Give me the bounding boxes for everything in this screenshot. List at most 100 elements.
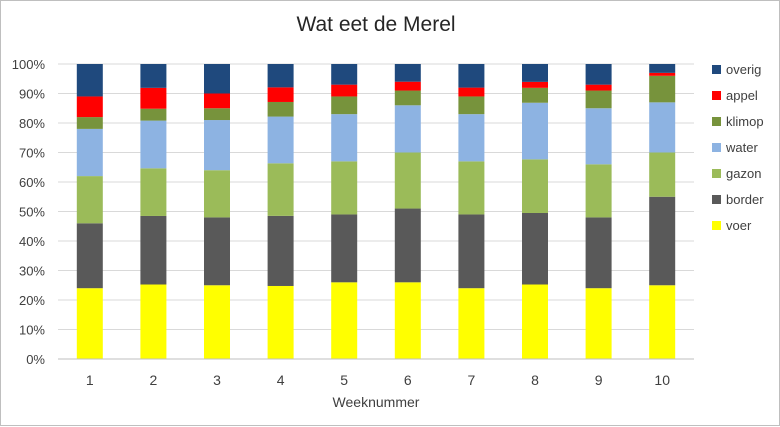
bar-segment-water: [522, 102, 548, 160]
bar-segment-voer: [267, 285, 294, 359]
x-tick-label: 10: [654, 372, 670, 388]
y-tick-label: 40%: [19, 234, 45, 249]
bar-segment-appel: [522, 81, 548, 88]
x-tick-label: 7: [468, 372, 476, 388]
bar-segment-voer: [649, 285, 676, 359]
bar-segment-klimop: [76, 117, 103, 129]
bar-segment-voer: [458, 288, 485, 359]
bar-segment-gazon: [458, 161, 485, 215]
legend-label-appel: appel: [726, 88, 758, 103]
y-tick-label: 20%: [19, 293, 45, 308]
y-tick-label: 10%: [19, 323, 45, 338]
bar-segment-appel: [267, 87, 294, 102]
x-tick-label: 8: [531, 372, 539, 388]
bar-segment-klimop: [649, 75, 676, 103]
x-axis-tick-labels: 1 2 3 4 5 6 7 8 9 10: [86, 372, 670, 388]
bar-segment-klimop: [140, 108, 167, 121]
bar-segment-water: [649, 102, 676, 153]
legend-label-water: water: [725, 140, 758, 155]
bar-segment-klimop: [204, 108, 230, 121]
bar-segment-klimop: [458, 96, 485, 115]
bar-segment-border: [394, 208, 421, 283]
bar-segment-appel: [585, 84, 612, 91]
x-tick-label: 5: [340, 372, 348, 388]
y-tick-label: 0%: [26, 352, 45, 367]
bar-segment-gazon: [394, 152, 421, 209]
bar-segment-gazon: [522, 159, 548, 213]
y-tick-label: 60%: [19, 175, 45, 190]
bar-segment-overig: [204, 64, 230, 94]
bar-segment-appel: [204, 93, 230, 109]
y-tick-label: 90%: [19, 87, 45, 102]
bar-segment-appel: [458, 87, 485, 97]
bar-segment-klimop: [331, 96, 358, 115]
legend-swatch-border: [712, 195, 721, 204]
bar-segment-klimop: [267, 101, 294, 117]
bar-segment-water: [140, 120, 167, 169]
bar-segment-klimop: [585, 90, 612, 109]
bar-segment-voer: [76, 288, 103, 359]
bar-segment-border: [204, 217, 230, 286]
x-tick-label: 1: [86, 372, 94, 388]
legend-swatch-water: [712, 143, 721, 152]
bar-segment-water: [585, 108, 612, 165]
chart-title: Wat eet de Merel: [296, 13, 455, 36]
bar-segment-overig: [458, 64, 485, 88]
legend-swatch-overig: [712, 65, 721, 74]
bar-segment-klimop: [522, 87, 548, 103]
bar-segment-water: [394, 105, 421, 153]
bar-segment-overig: [76, 64, 103, 97]
legend-swatch-voer: [712, 221, 721, 230]
bar-segment-overig: [522, 64, 548, 82]
bar-segment-gazon: [585, 164, 612, 218]
bar-segment-gazon: [331, 161, 358, 215]
bar-segment-appel: [76, 96, 103, 118]
bar-segment-overig: [585, 64, 612, 85]
legend-label-border: border: [726, 192, 764, 207]
legend-label-voer: voer: [726, 218, 752, 233]
bar-segment-overig: [140, 64, 167, 88]
y-tick-label: 70%: [19, 146, 45, 161]
legend-swatch-gazon: [712, 169, 721, 178]
y-tick-label: 50%: [19, 205, 45, 220]
bar-segment-klimop: [394, 90, 421, 106]
bar-segment-voer: [522, 284, 548, 359]
bar-segment-voer: [585, 288, 612, 359]
bars: [76, 64, 676, 359]
y-axis-tick-labels: 0% 10% 20% 30% 40% 50% 60% 70% 80% 90% 100%: [12, 57, 46, 367]
x-tick-label: 2: [150, 372, 158, 388]
bar-segment-voer: [394, 282, 421, 359]
bar-segment-border: [522, 212, 548, 285]
legend-label-gazon: gazon: [726, 166, 761, 181]
bar-segment-appel: [649, 72, 676, 76]
bar-segment-water: [267, 116, 294, 164]
bar-segment-border: [140, 215, 167, 285]
bar-segment-water: [76, 128, 103, 177]
bar-segment-gazon: [204, 170, 230, 218]
bar-segment-gazon: [140, 168, 167, 216]
bar-segment-border: [458, 214, 485, 289]
bar-segment-border: [585, 217, 612, 289]
bar-segment-voer: [331, 282, 358, 359]
x-tick-label: 3: [213, 372, 221, 388]
bar-segment-border: [76, 223, 103, 289]
legend: overig appel klimop water gazon border voer: [712, 62, 764, 233]
bar-segment-overig: [331, 64, 358, 85]
bar-segment-gazon: [267, 163, 294, 216]
legend-label-klimop: klimop: [726, 114, 764, 129]
bar-segment-water: [204, 120, 230, 171]
x-tick-label: 9: [595, 372, 603, 388]
bar-segment-voer: [204, 285, 230, 359]
x-tick-label: 4: [277, 372, 285, 388]
bar-segment-border: [649, 196, 676, 286]
legend-swatch-klimop: [712, 117, 721, 126]
bar-segment-overig: [394, 64, 421, 82]
legend-label-overig: overig: [726, 62, 761, 77]
bar-segment-appel: [394, 81, 421, 91]
bar-segment-border: [267, 215, 294, 286]
bar-segment-voer: [140, 284, 167, 359]
bar-segment-overig: [649, 64, 676, 73]
legend-swatch-appel: [712, 91, 721, 100]
